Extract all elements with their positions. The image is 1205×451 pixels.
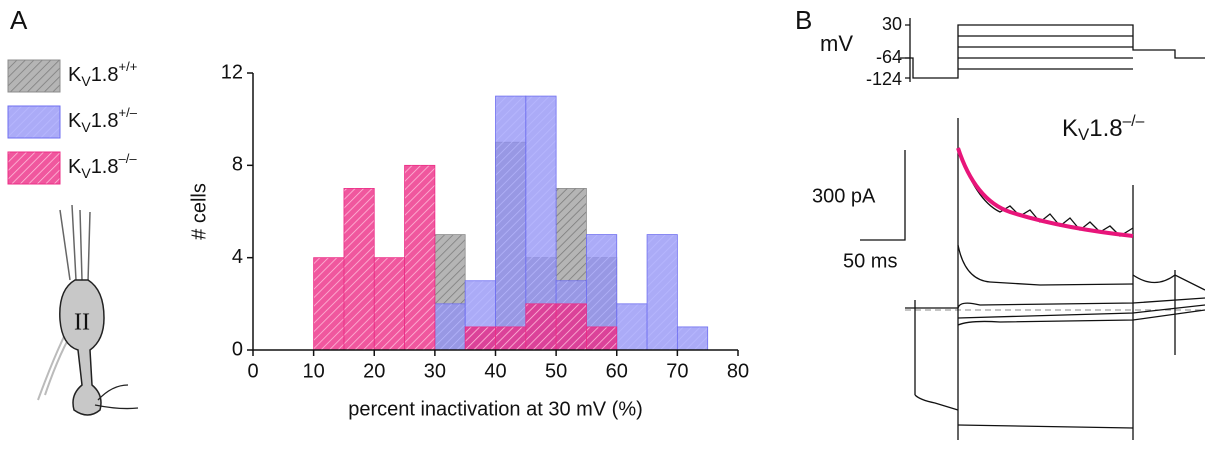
bar [434,303,466,351]
fit-curve [956,147,1134,238]
voltage-level: -64 [876,47,902,67]
panel-b: B mV 30 -64 -124 KV1.8–/– 300 pA 50 ms [795,5,1205,440]
label-sub: V [1078,125,1090,144]
legend-label: KV1.8+/– [68,105,138,134]
voltage-axis [905,18,911,82]
bar [464,326,496,351]
y-tick-label: 12 [221,61,243,83]
legend: KV1.8+/+KV1.8+/–KV1.8–/– [7,59,138,185]
voltage-level: 30 [882,14,902,34]
legend-swatch [7,151,61,185]
label-sub: V [81,165,91,181]
y-tick-label: 0 [232,338,243,360]
time-scale: 50 ms [843,250,897,272]
bar [525,303,557,351]
panel-label: B [795,5,812,35]
label-sup: –/– [1123,113,1145,130]
x-tick-label: 50 [545,360,567,382]
y-tick-label: 4 [232,246,243,268]
bar [373,257,405,351]
current-trace [914,394,1134,429]
label-part: K [68,64,82,86]
x-tick-label: 70 [666,360,688,382]
x-tick-label: 0 [247,360,258,382]
voltage-level: -124 [866,69,902,89]
bar [555,303,587,351]
label-part: K [68,156,82,178]
current-trace [957,244,1205,291]
bar [616,303,648,351]
x-tick-label: 10 [303,360,325,382]
cell-label: II [74,310,90,336]
y-axis-label: # cells [188,183,210,240]
bar [313,257,345,351]
legend-label: KV1.8–/– [68,151,137,180]
bar [495,95,527,351]
current-scale: 300 pA [812,185,876,207]
panel-label: A [10,5,28,35]
label-part: 1.8 [91,110,119,132]
label-sup: +/– [119,105,138,120]
label-part: 1.8 [91,156,119,178]
x-tick-label: 20 [363,360,385,382]
label-part: K [68,110,82,132]
label-part: K [1062,115,1078,142]
legend-swatch [7,105,61,139]
current-trace [905,297,1205,326]
label-sub: V [81,119,91,135]
x-tick-label: 60 [606,360,628,382]
label-sub: V [81,73,91,89]
legend-swatch [7,59,61,93]
bar [586,326,618,351]
label-part: 1.8 [1089,115,1122,142]
label-part: 1.8 [91,64,119,86]
bar [646,234,678,351]
scale-bar [860,150,906,241]
label-sup: +/+ [119,59,138,74]
x-tick-label: 30 [424,360,446,382]
label-sup: –/– [119,151,138,166]
bar [404,164,436,351]
y-tick-label: 8 [232,154,243,176]
voltage-unit: mV [820,31,853,56]
genotype-label: KV1.8–/– [1062,113,1145,144]
neuron-sketch: II [37,204,139,416]
x-tick-label: 80 [727,360,749,382]
voltage-protocol [900,24,1205,79]
legend-label: KV1.8+/+ [68,59,137,88]
capacitive-artifact [914,118,1176,440]
histogram: 0 10 20 30 40 50 60 70 80 0 4 8 12 percent inactivati… [188,61,749,420]
bar [676,326,709,351]
bar [495,326,527,351]
x-tick-label: 40 [484,360,506,382]
bar [343,188,375,351]
x-axis-label: percent inactivation at 30 mV (%) [348,398,643,420]
